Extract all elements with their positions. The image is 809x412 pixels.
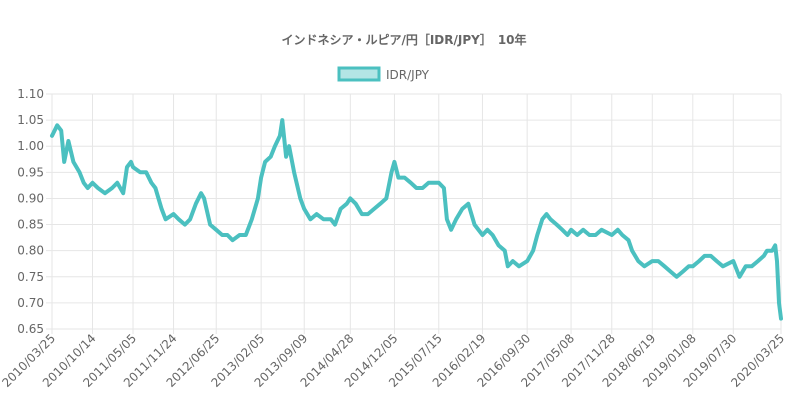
y-tick-label: 0.90 [17, 191, 44, 205]
legend-swatch [337, 66, 381, 82]
y-tick-label: 0.85 [17, 218, 44, 232]
y-tick-label: 1.10 [17, 87, 44, 101]
legend-label: IDR/JPY [386, 68, 430, 82]
y-tick-label: 0.95 [17, 165, 44, 179]
plot-area [50, 118, 783, 321]
y-tick-label: 0.70 [17, 296, 44, 310]
y-tick-label: 1.05 [17, 113, 44, 127]
y-tick-label: 1.00 [17, 139, 44, 153]
grid [46, 93, 782, 334]
y-axis: 1.10 1.05 1.00 0.95 0.90 0.85 0.80 0.75 0.70 0.65 [17, 87, 44, 336]
legend[interactable]: IDR/JPY [337, 66, 430, 82]
y-tick-label: 0.80 [17, 244, 44, 258]
y-tick-label: 0.75 [17, 270, 44, 284]
y-tick-label: 0.65 [17, 322, 44, 336]
series-line-idr-jpy [50, 118, 783, 321]
chart-title: インドネシア・ルピア/円［IDR/JPY］ 10年 [281, 32, 526, 47]
x-axis: 2010/03/252010/10/142011/05/052011/11/24… [0, 331, 787, 390]
